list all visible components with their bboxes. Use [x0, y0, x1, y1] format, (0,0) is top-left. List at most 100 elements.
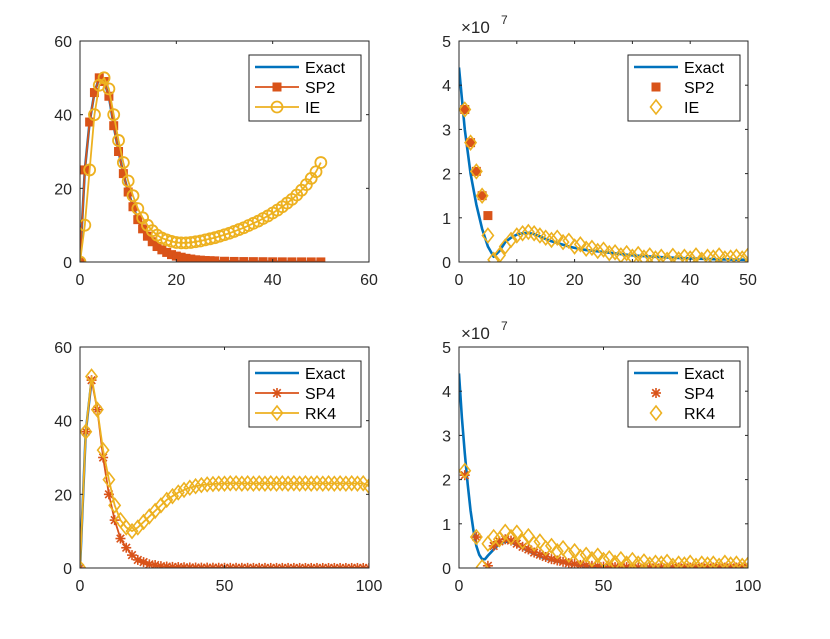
x-tick-label: 50 — [739, 272, 757, 289]
legend-marker-rk4 — [649, 404, 663, 422]
data-point-ie — [97, 71, 111, 85]
data-point-rk4 — [241, 474, 255, 492]
data-point-rk4 — [724, 556, 738, 568]
axis-multiplier: ×10 — [461, 324, 490, 343]
data-point-ie — [625, 248, 639, 262]
y-tick-label: 0 — [63, 255, 72, 272]
data-point-ie — [469, 163, 483, 180]
y-tick-label: 0 — [442, 561, 451, 578]
legend-marker-sp2 — [272, 82, 282, 92]
y-tick-label: 1 — [442, 211, 451, 228]
data-point-rk4 — [591, 547, 605, 564]
data-point-rk4 — [304, 475, 318, 492]
data-point-rk4 — [544, 537, 558, 555]
data-point-rk4 — [585, 550, 599, 568]
data-point-sp2 — [109, 121, 119, 131]
data-point-sp2 — [471, 166, 481, 176]
chart-panel-3: 0 50 100 0 20 40 60 Exact SP4 RK4 — [54, 340, 382, 595]
data-point-rk4 — [183, 479, 197, 496]
data-point-sp2 — [466, 138, 476, 148]
data-point-rk4 — [235, 475, 249, 492]
legend-label-rk4: RK4 — [305, 406, 336, 423]
plot-series — [80, 368, 369, 568]
data-point-rk4 — [469, 528, 483, 546]
y-tick-label: 40 — [54, 414, 72, 431]
y-tick-label: 3 — [442, 428, 451, 445]
data-point-rk4 — [579, 546, 593, 564]
data-point-ie — [718, 250, 732, 262]
data-point-rk4 — [229, 474, 243, 492]
data-point-ie — [660, 251, 674, 262]
data-point-rk4 — [90, 401, 104, 418]
data-point-sp2 — [80, 257, 85, 262]
legend: Exact SP2 IE — [627, 54, 741, 122]
axis-multiplier-exponent: 7 — [501, 13, 508, 27]
data-point-ie — [649, 250, 663, 262]
data-point-sp4 — [488, 540, 499, 551]
data-point-ie — [107, 108, 121, 122]
data-point-rk4 — [316, 475, 330, 492]
data-point-rk4 — [125, 522, 139, 540]
data-point-ie — [735, 250, 748, 262]
data-point-rk4 — [527, 535, 541, 552]
data-point-ie — [689, 247, 703, 262]
data-point-ie — [672, 251, 686, 262]
data-point-sp4 — [150, 560, 161, 568]
data-point-rk4 — [602, 549, 616, 567]
legend-marker-rk4 — [270, 404, 284, 422]
data-point-rk4 — [281, 475, 295, 492]
data-point-ie — [637, 249, 651, 262]
data-point-ie — [596, 241, 611, 258]
data-point-rk4 — [287, 474, 301, 492]
y-tick-label: 3 — [442, 122, 451, 139]
x-tick-label: 100 — [356, 578, 383, 595]
data-point-rk4 — [510, 524, 524, 541]
data-point-sp2 — [210, 256, 220, 262]
data-point-rk4 — [165, 487, 179, 505]
data-point-rk4 — [246, 475, 260, 492]
data-point-ie — [475, 187, 489, 204]
data-point-ie — [487, 251, 501, 262]
x-tick-label: 20 — [566, 272, 584, 289]
x-tick-label: 50 — [595, 578, 613, 595]
data-point-rk4 — [550, 542, 564, 560]
plot-series — [459, 373, 748, 568]
data-point-rk4 — [654, 555, 668, 568]
x-tick-label: 20 — [167, 272, 185, 289]
series-ie — [80, 71, 328, 262]
series-rk4 — [80, 368, 369, 568]
x-tick-label: 0 — [455, 578, 464, 595]
series-ie — [459, 101, 748, 262]
axes-box — [79, 40, 370, 263]
data-point-ie — [516, 224, 530, 242]
data-point-rk4 — [741, 556, 748, 568]
legend: Exact SP4 RK4 — [627, 360, 741, 428]
axes-box — [458, 40, 749, 263]
legend-label-exact: Exact — [305, 366, 346, 383]
data-point-rk4 — [194, 476, 208, 494]
x-tick-label: 0 — [76, 578, 85, 595]
data-point-rk4 — [568, 542, 582, 560]
y-tick-label: 2 — [442, 473, 451, 490]
data-point-ie — [314, 156, 328, 169]
y-tick-label: 0 — [63, 561, 72, 578]
data-point-ie — [174, 236, 188, 250]
legend-marker-ie — [649, 98, 663, 116]
data-point-rk4 — [80, 559, 87, 568]
data-point-sp4 — [471, 532, 482, 543]
legend-label-ie: IE — [684, 100, 699, 117]
legend-marker-sp4 — [651, 388, 661, 398]
data-point-ie — [189, 235, 203, 249]
data-point-rk4 — [573, 548, 587, 566]
data-point-ie — [184, 236, 198, 249]
legend-label-sp4: SP4 — [305, 386, 335, 403]
x-tick-label: 0 — [76, 272, 85, 289]
y-tick-label: 1 — [442, 517, 451, 534]
legend: Exact SP4 RK4 — [248, 360, 362, 428]
legend-marker-sp4 — [272, 388, 282, 398]
data-point-rk4 — [223, 474, 237, 492]
data-point-rk4 — [102, 471, 116, 488]
data-point-ie — [169, 236, 183, 249]
x-tick-label: 100 — [735, 578, 762, 595]
